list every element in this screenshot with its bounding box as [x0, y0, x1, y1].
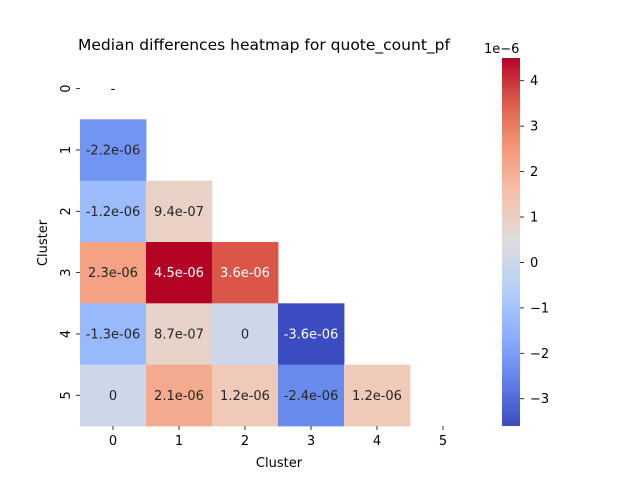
masked-cell-marker: -: [111, 82, 116, 97]
cell-value-label: 2.1e-06: [154, 389, 204, 404]
cell-value-label: 2.3e-06: [88, 266, 138, 281]
colorbar-gradient: [502, 58, 520, 426]
y-tick-label: 0: [59, 85, 74, 93]
colorbar-tick-label: −2: [530, 347, 549, 362]
cell-value-label: -3.6e-06: [284, 327, 339, 342]
chart-title: Median differences heatmap for quote_cou…: [78, 36, 450, 55]
colorbar-tick-label: 4: [530, 74, 538, 89]
heatmap-cell: [278, 303, 345, 366]
y-axis-label: Cluster: [36, 219, 51, 266]
cell-value-label: -2.2e-06: [86, 143, 141, 158]
heatmap-cell: [146, 241, 213, 304]
cell-value-label: 9.4e-07: [154, 205, 204, 220]
x-tick-label: 4: [373, 434, 381, 449]
heatmap-cell: [212, 241, 279, 304]
heatmap-cell: [146, 303, 213, 366]
x-axis-ticks: 0 1 2 3 4 5: [109, 425, 447, 449]
heatmap-cell: [80, 364, 147, 427]
x-tick-label: 0: [109, 434, 117, 449]
cell-value-label: 1.2e-06: [220, 389, 270, 404]
heatmap-cell: [80, 180, 147, 243]
colorbar-ticks: −3 −2 −1 0 1 2 3 4: [520, 74, 549, 407]
colorbar-tick-label: 2: [530, 165, 538, 180]
colorbar-tick-label: −1: [530, 301, 549, 316]
cell-value-label: 3.6e-06: [220, 266, 270, 281]
cell-value-label: 1.2e-06: [352, 389, 402, 404]
colorbar-tick-label: −3: [530, 392, 549, 407]
heatmap-cell: [146, 180, 213, 243]
y-tick-label: 4: [59, 330, 74, 338]
heatmap-cells: -2.2e-06-1.2e-06 9.4e-072.3e-06 4.5e-06 3.6…: [80, 82, 411, 427]
colorbar-tick-label: 0: [530, 256, 538, 271]
colorbar-tick-label: 3: [530, 120, 538, 135]
colorbar-tick-label: 1: [530, 211, 538, 226]
heatmap-cell: [80, 303, 147, 366]
y-tick-label: 2: [59, 207, 74, 215]
heatmap-cell: [80, 241, 147, 304]
heatmap-cell: [80, 119, 147, 182]
cell-value-label: 4.5e-06: [154, 266, 204, 281]
heatmap-cell: [344, 364, 411, 427]
y-axis-ticks: 0 1 2 3 4 5: [59, 85, 80, 399]
x-tick-label: 2: [241, 434, 249, 449]
y-tick-label: 1: [59, 146, 74, 154]
x-tick-label: 3: [307, 434, 315, 449]
y-tick-label: 3: [59, 269, 74, 277]
x-axis-label: Cluster: [256, 456, 303, 471]
cell-value-label: 0: [241, 327, 249, 342]
colorbar-multiplier: 1e−6: [484, 42, 519, 57]
heatmap-cell: [212, 303, 279, 366]
colorbar: −3 −2 −1 0 1 2 3 4 1e−6: [484, 42, 549, 426]
cell-value-label: -1.2e-06: [86, 205, 141, 220]
heatmap-cell: [278, 364, 345, 427]
x-tick-label: 5: [439, 434, 447, 449]
y-tick-label: 5: [59, 391, 74, 399]
x-tick-label: 1: [175, 434, 183, 449]
cell-value-label: -2.4e-06: [284, 389, 339, 404]
heatmap-cell: [146, 364, 213, 427]
cell-value-label: -1.3e-06: [86, 327, 141, 342]
heatmap-cell: [212, 364, 279, 427]
cell-value-label: 0: [109, 389, 117, 404]
cell-value-label: 8.7e-07: [154, 327, 204, 342]
